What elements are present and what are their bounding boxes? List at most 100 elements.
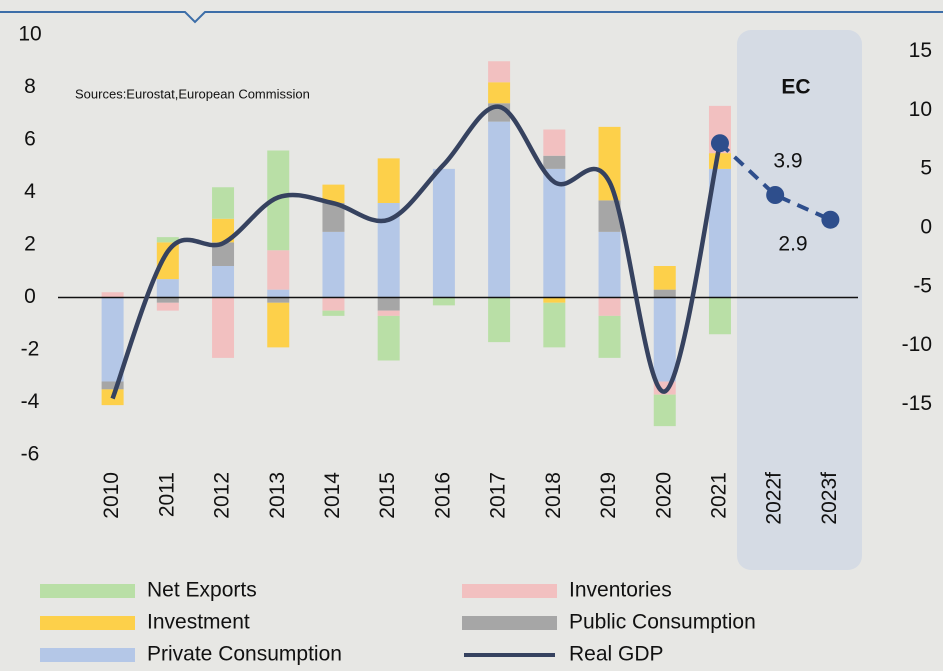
bar-segment bbox=[267, 289, 290, 298]
bar-segment bbox=[598, 231, 621, 298]
annotation: 3.9 bbox=[773, 150, 802, 173]
bar-segment bbox=[156, 297, 179, 303]
y2-tick-label: 5 bbox=[920, 157, 932, 180]
x-tick-label: 2020 bbox=[652, 472, 675, 519]
legend-label: Real GDP bbox=[569, 643, 664, 666]
bar-segment bbox=[598, 126, 621, 201]
x-tick-label: 2017 bbox=[487, 472, 510, 519]
bar-segment bbox=[212, 297, 235, 358]
x-tick-label: 2014 bbox=[321, 472, 344, 519]
x-tick-label: 2018 bbox=[542, 472, 565, 519]
legend-label: Inventories bbox=[569, 579, 672, 602]
bar-segment bbox=[267, 150, 290, 251]
annotation: EC bbox=[781, 76, 810, 99]
y2-tick-label: -15 bbox=[902, 392, 932, 415]
bar-segment bbox=[267, 302, 290, 348]
bar-segment bbox=[156, 302, 179, 311]
bar-segment bbox=[101, 297, 124, 382]
gdp-point bbox=[710, 134, 729, 153]
legend-swatch bbox=[40, 584, 135, 598]
y-tick-label: -4 bbox=[21, 390, 40, 413]
x-tick-label: 2011 bbox=[155, 472, 178, 517]
x-tick-label: 2013 bbox=[266, 472, 289, 519]
gdp-point bbox=[766, 186, 785, 204]
y-tick-label: -2 bbox=[21, 338, 40, 361]
bar-segment bbox=[322, 310, 345, 316]
y-tick-label: 4 bbox=[24, 180, 36, 203]
bar-segment bbox=[377, 315, 400, 361]
y-tick-label: 8 bbox=[24, 75, 36, 98]
y-tick-label: 10 bbox=[18, 23, 41, 46]
legend-swatch bbox=[40, 648, 135, 662]
bar-segment bbox=[708, 153, 731, 169]
y2-tick-label: 10 bbox=[909, 98, 932, 121]
x-tick-label: 2015 bbox=[376, 472, 399, 519]
x-tick-label: 2019 bbox=[597, 472, 620, 519]
bar-segment bbox=[653, 289, 676, 298]
bar-segment bbox=[212, 218, 235, 243]
x-tick-label: 2021 bbox=[708, 472, 731, 519]
top-rule bbox=[0, 11, 943, 24]
bar-segment bbox=[156, 237, 179, 243]
legend-label: Net Exports bbox=[147, 579, 257, 602]
legend-label: Investment bbox=[147, 611, 250, 634]
bar-segment bbox=[377, 297, 400, 311]
bar-segment bbox=[322, 184, 345, 203]
legend-swatch bbox=[40, 616, 135, 630]
bar-segment bbox=[377, 203, 400, 298]
bar-segment bbox=[543, 302, 566, 348]
annotation: 2.9 bbox=[778, 233, 807, 256]
y-tick-label: 6 bbox=[24, 128, 36, 151]
bar-segment bbox=[377, 310, 400, 316]
source: Sources:Eurostat,European Commission bbox=[75, 86, 310, 101]
x-tick-label: 2016 bbox=[431, 472, 454, 519]
bar-segment bbox=[212, 187, 235, 219]
bar-segment bbox=[488, 61, 511, 83]
bar-segment bbox=[322, 231, 345, 298]
bar-segment bbox=[543, 297, 566, 303]
bar-segment bbox=[101, 292, 124, 298]
y-tick-label: 0 bbox=[24, 285, 36, 308]
bar-segment bbox=[708, 297, 731, 335]
y2-tick-label: 0 bbox=[920, 215, 932, 238]
bar-segment bbox=[653, 394, 676, 427]
bar-segment bbox=[156, 279, 179, 298]
bar-segment bbox=[488, 121, 511, 298]
bar-segment bbox=[488, 297, 511, 343]
bar-segment bbox=[267, 297, 290, 303]
bar-segment bbox=[156, 242, 179, 280]
bar-segment bbox=[432, 297, 455, 306]
forecast-panel bbox=[737, 30, 862, 570]
legend-swatch bbox=[462, 616, 557, 630]
bar-segment bbox=[543, 155, 566, 169]
bar-segment bbox=[598, 315, 621, 358]
bar-segment bbox=[598, 200, 621, 232]
y-tick-label: 2 bbox=[24, 233, 36, 256]
y-tick-label: -6 bbox=[21, 443, 40, 466]
bar-segment bbox=[322, 203, 345, 232]
bar-segment bbox=[653, 297, 676, 382]
bar-segment bbox=[653, 266, 676, 290]
x-tick-label: 2010 bbox=[100, 472, 123, 519]
bar-segment bbox=[708, 168, 731, 298]
bar-segment bbox=[543, 129, 566, 156]
gdp-point bbox=[821, 210, 840, 229]
x-tick-label: 2022f bbox=[763, 472, 786, 525]
x-tick-label: 2012 bbox=[211, 472, 234, 519]
legend-swatch bbox=[462, 584, 557, 598]
bar-segment bbox=[488, 82, 511, 104]
bar-segment bbox=[598, 297, 621, 316]
y2-tick-label: -10 bbox=[902, 333, 932, 356]
y2-tick-label: -5 bbox=[913, 274, 932, 297]
x-tick-label: 2023f bbox=[818, 472, 841, 525]
gdp-line bbox=[110, 104, 723, 400]
bar-segment bbox=[543, 168, 566, 298]
bar-segment bbox=[101, 381, 124, 390]
y2-tick-label: 15 bbox=[909, 39, 932, 62]
bar-segment bbox=[322, 297, 345, 311]
gdp-forecast-line bbox=[718, 141, 832, 222]
bar-segment bbox=[377, 158, 400, 203]
bar-segment bbox=[212, 266, 235, 298]
bar-segment bbox=[212, 242, 235, 266]
